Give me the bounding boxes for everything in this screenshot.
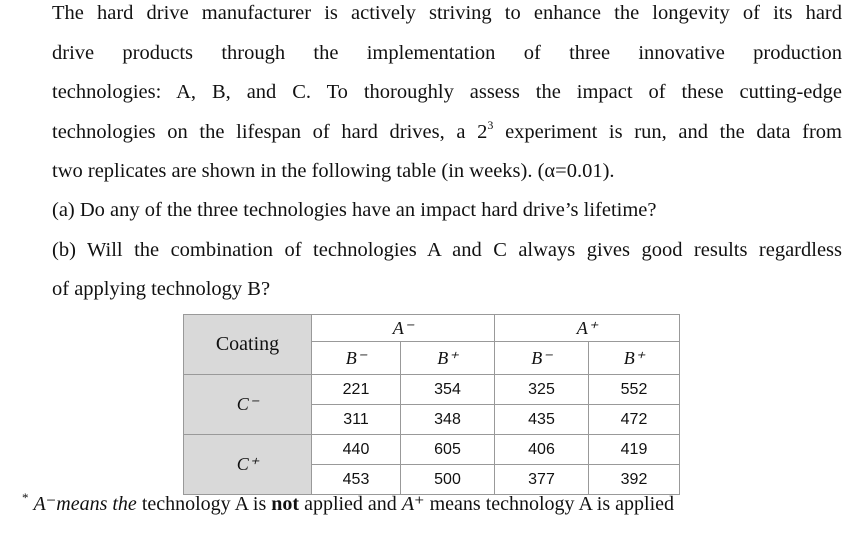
sub-header: B⁻ <box>494 341 589 375</box>
table-cell: 377 <box>494 464 589 495</box>
a-minus-header: A⁻ <box>311 314 495 342</box>
table-cell: 406 <box>494 434 589 465</box>
footnote-text-2: applied and <box>299 493 402 515</box>
problem-line-3: technologies: A, B, and C. To thoroughly… <box>52 81 842 103</box>
data-table: Coating A⁻ A⁺ B⁻ B⁺ B⁻ B⁺ C⁻ 221 354 325… <box>183 314 680 495</box>
footnote-a-plus: A⁺ <box>401 493 425 515</box>
footnote-asterisk: * <box>22 490 29 505</box>
table-cell: 311 <box>311 404 401 435</box>
footnote-a-minus: A⁻means the <box>33 493 137 515</box>
footnote-text-3: means technology A is applied <box>424 493 674 515</box>
sub-header: B⁻ <box>311 341 401 375</box>
footnote: * A⁻means the technology A is not applie… <box>22 490 674 516</box>
table-cell: 419 <box>588 434 680 465</box>
question-b-line-1: (b) Will the combination of technologies… <box>52 238 842 261</box>
problem-statement: The hard drive manufacturer is actively … <box>52 0 842 192</box>
table-cell: 453 <box>311 464 401 495</box>
question-a: (a) Do any of the three technologies hav… <box>52 199 657 221</box>
table-cell: 435 <box>494 404 589 435</box>
problem-line-4: technologies on the lifespan of hard dri… <box>52 113 842 153</box>
table-cell: 440 <box>311 434 401 465</box>
table-cell: 348 <box>400 404 495 435</box>
coating-header: Coating <box>183 314 312 375</box>
problem-line-2: drive products through the implementatio… <box>52 41 842 64</box>
table-cell: 221 <box>311 374 401 405</box>
footnote-not: not <box>271 493 300 515</box>
sub-header: B⁺ <box>400 341 495 375</box>
table-cell: 552 <box>588 374 680 405</box>
table-cell: 605 <box>400 434 495 465</box>
question-b-line-2: of applying technology B? <box>52 278 271 300</box>
problem-line-4-start: technologies on the lifespan of hard dri… <box>52 120 488 143</box>
row-label-c-plus: C⁺ <box>183 434 312 495</box>
table-cell: 392 <box>588 464 680 495</box>
exponent: 3 <box>487 117 494 132</box>
sub-header: B⁺ <box>588 341 680 375</box>
questions: (a) Do any of the three technologies hav… <box>52 191 842 310</box>
table-cell: 472 <box>588 404 680 435</box>
problem-line-1: The hard drive manufacturer is actively … <box>52 2 842 24</box>
table-cell: 325 <box>494 374 589 405</box>
a-plus-header: A⁺ <box>494 314 680 342</box>
footnote-text-1: technology A is <box>136 493 272 515</box>
table-cell: 500 <box>400 464 495 495</box>
row-label-c-minus: C⁻ <box>183 374 312 435</box>
problem-line-5: two replicates are shown in the followin… <box>52 160 615 182</box>
table-cell: 354 <box>400 374 495 405</box>
problem-line-4-rest: experiment is run, and the data from <box>493 120 842 143</box>
